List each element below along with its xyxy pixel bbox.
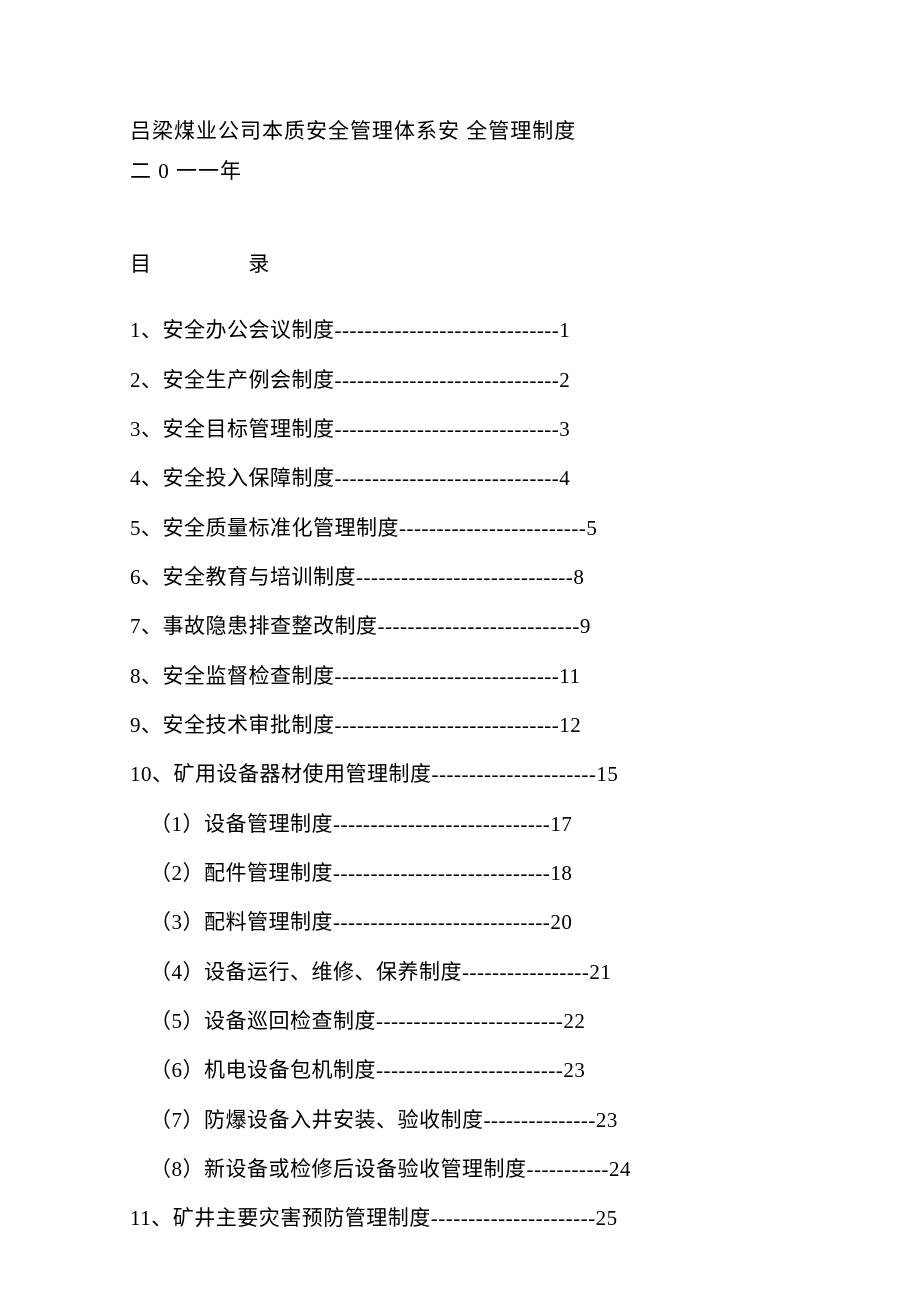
toc-page: 5 — [586, 516, 597, 540]
toc-entry: 1、安全办公会议制度------------------------------… — [130, 306, 790, 355]
toc-page: 4 — [559, 466, 570, 490]
toc-label: 6、安全教育与培训制度 — [130, 565, 356, 589]
toc-dashes: ------------------------------ — [335, 466, 560, 490]
toc-page: 12 — [559, 713, 581, 737]
toc-page: 23 — [563, 1058, 585, 1082]
toc-dashes: ---------------------- — [431, 1206, 596, 1230]
toc-entry: （1）设备管理制度-----------------------------17 — [130, 800, 790, 849]
toc-label: 10、矿用设备器材使用管理制度 — [130, 762, 432, 786]
toc-entry: （5）设备巡回检查制度-------------------------22 — [130, 997, 790, 1046]
toc-dashes: ------------------------------ — [335, 713, 560, 737]
toc-page: 23 — [596, 1108, 618, 1132]
toc-dashes: ----------------------------- — [333, 812, 550, 836]
toc-dashes: --------------- — [484, 1108, 596, 1132]
toc-label: 1、安全办公会议制度 — [130, 318, 335, 342]
toc-dashes: ------------------------------ — [335, 318, 560, 342]
toc-dashes: ----------------------------- — [333, 910, 550, 934]
toc-page: 3 — [559, 417, 570, 441]
toc-entry: 4、安全投入保障制度------------------------------… — [130, 454, 790, 503]
toc-entry: （6）机电设备包机制度-------------------------23 — [130, 1046, 790, 1095]
toc-dashes: ----------------------------- — [356, 565, 573, 589]
toc-entry: （4）设备运行、维修、保养制度-----------------21 — [130, 948, 790, 997]
toc-label: 5、安全质量标准化管理制度 — [130, 516, 399, 540]
toc-entry: 6、安全教育与培训制度-----------------------------… — [130, 553, 790, 602]
toc-entry: （2）配件管理制度-----------------------------18 — [130, 849, 790, 898]
toc-header: 目 录 — [130, 248, 790, 278]
toc-entry: 3、安全目标管理制度------------------------------… — [130, 405, 790, 454]
toc-dashes: ------------------------- — [399, 516, 586, 540]
toc-page: 11 — [559, 664, 580, 688]
toc-dashes: ----------------- — [462, 960, 589, 984]
toc-dashes: ---------------------- — [432, 762, 597, 786]
toc-label: （3）配料管理制度 — [150, 910, 333, 934]
toc-label: （1）设备管理制度 — [150, 812, 333, 836]
toc-label: （7）防爆设备入井安装、验收制度 — [150, 1108, 484, 1132]
toc-page: 25 — [596, 1206, 618, 1230]
toc-label: （4）设备运行、维修、保养制度 — [150, 960, 462, 984]
toc-page: 21 — [589, 960, 611, 984]
toc-container: 1、安全办公会议制度------------------------------… — [130, 306, 790, 1244]
toc-label: 7、事故隐患排查整改制度 — [130, 614, 378, 638]
toc-entry: 8、安全监督检查制度------------------------------… — [130, 652, 790, 701]
toc-dashes: ------------------------- — [376, 1009, 563, 1033]
toc-label: 3、安全目标管理制度 — [130, 417, 335, 441]
toc-page: 9 — [580, 614, 591, 638]
toc-dashes: ----------------------------- — [333, 861, 550, 885]
toc-label: 4、安全投入保障制度 — [130, 466, 335, 490]
toc-header-lu: 录 — [248, 248, 270, 278]
toc-page: 1 — [559, 318, 570, 342]
toc-dashes: --------------------------- — [378, 614, 580, 638]
toc-page: 22 — [563, 1009, 585, 1033]
toc-entry: 5、安全质量标准化管理制度-------------------------5 — [130, 504, 790, 553]
toc-page: 18 — [550, 861, 572, 885]
toc-dashes: ------------------------------ — [335, 664, 560, 688]
toc-entry: （8）新设备或检修后设备验收管理制度-----------24 — [130, 1145, 790, 1194]
toc-dashes: ----------- — [527, 1157, 609, 1181]
toc-label: （6）机电设备包机制度 — [150, 1058, 376, 1082]
toc-entry: （7）防爆设备入井安装、验收制度---------------23 — [130, 1096, 790, 1145]
toc-dashes: ------------------------- — [376, 1058, 563, 1082]
toc-entry: 2、安全生产例会制度------------------------------… — [130, 356, 790, 405]
toc-entry: （3）配料管理制度-----------------------------20 — [130, 898, 790, 947]
toc-entry: 11、矿井主要灾害预防管理制度----------------------25 — [130, 1194, 790, 1243]
toc-label: （5）设备巡回检查制度 — [150, 1009, 376, 1033]
toc-label: 8、安全监督检查制度 — [130, 664, 335, 688]
toc-label: 2、安全生产例会制度 — [130, 368, 335, 392]
document-year: 二 0 一一年 — [130, 155, 790, 189]
document-title: 吕梁煤业公司本质安全管理体系安 全管理制度 — [130, 115, 790, 149]
toc-header-mu: 目 — [130, 248, 152, 278]
toc-page: 2 — [559, 368, 570, 392]
toc-page: 17 — [550, 812, 572, 836]
toc-page: 8 — [573, 565, 584, 589]
toc-entry: 10、矿用设备器材使用管理制度----------------------15 — [130, 750, 790, 799]
toc-entry: 7、事故隐患排查整改制度---------------------------9 — [130, 602, 790, 651]
toc-page: 24 — [609, 1157, 631, 1181]
toc-dashes: ------------------------------ — [335, 368, 560, 392]
toc-entry: 9、安全技术审批制度------------------------------… — [130, 701, 790, 750]
toc-label: （8）新设备或检修后设备验收管理制度 — [150, 1157, 527, 1181]
toc-page: 15 — [596, 762, 618, 786]
toc-label: 11、矿井主要灾害预防管理制度 — [130, 1206, 431, 1230]
toc-dashes: ------------------------------ — [335, 417, 560, 441]
toc-label: （2）配件管理制度 — [150, 861, 333, 885]
toc-page: 20 — [550, 910, 572, 934]
toc-label: 9、安全技术审批制度 — [130, 713, 335, 737]
